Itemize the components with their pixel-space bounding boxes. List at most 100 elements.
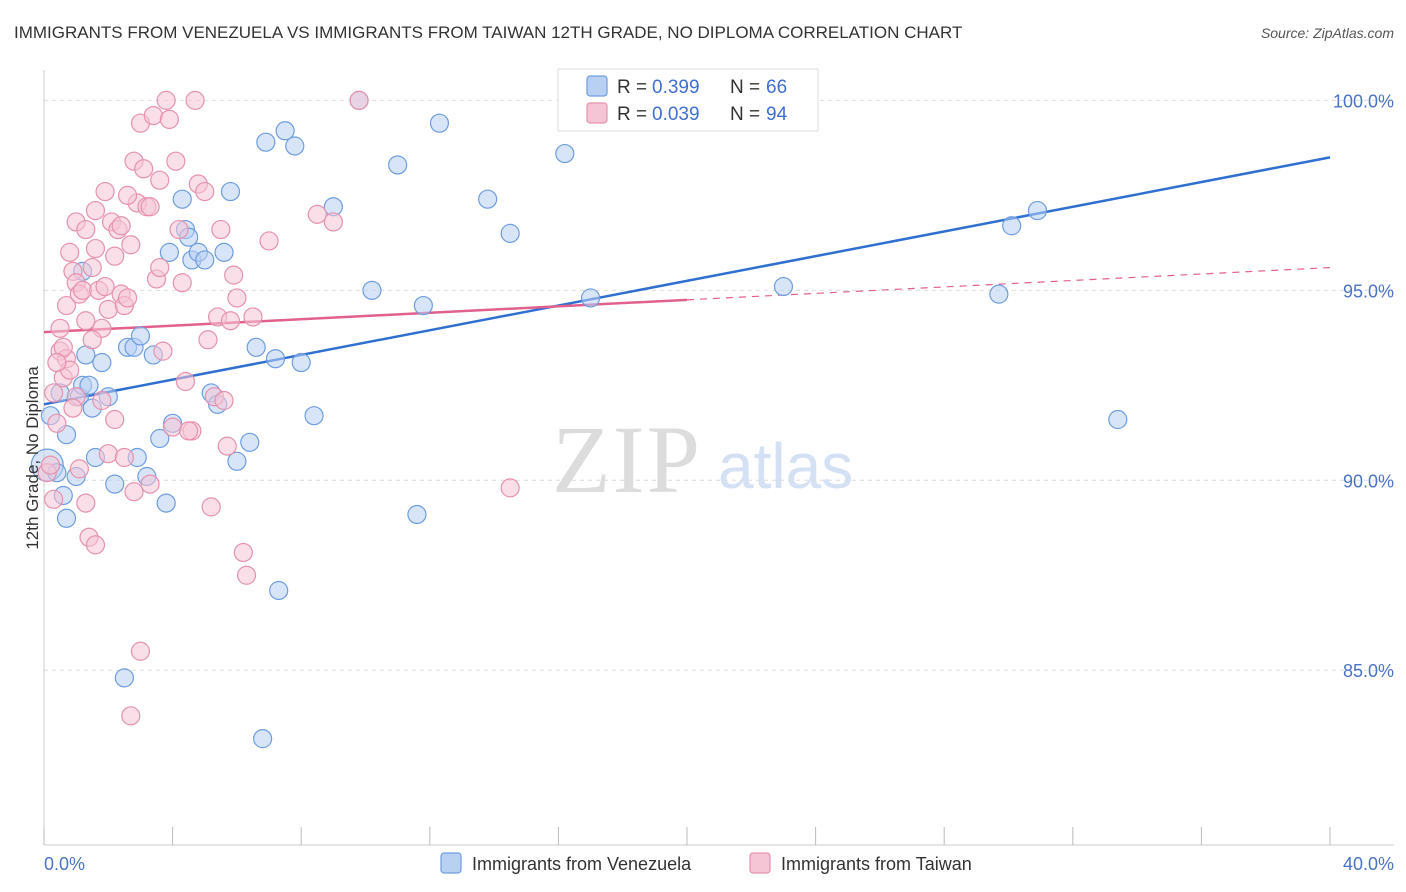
data-point — [500, 223, 520, 243]
data-point — [256, 132, 276, 152]
data-point — [150, 428, 170, 449]
data-point — [323, 212, 343, 232]
data-point — [500, 478, 520, 498]
series-legend-label-taiwan: Immigrants from Taiwan — [781, 854, 972, 874]
y-tick-label: 95.0% — [1343, 281, 1394, 301]
data-point — [117, 288, 138, 308]
x-tick-label-min: 0.0% — [44, 854, 85, 874]
data-point — [121, 706, 141, 726]
data-point — [40, 455, 61, 475]
data-point — [143, 105, 163, 126]
data-point — [44, 489, 64, 509]
data-point — [195, 250, 215, 270]
data-point — [105, 246, 125, 266]
chart-title: IMMIGRANTS FROM VENEZUELA VS IMMIGRANTS … — [14, 23, 962, 42]
data-point — [56, 295, 77, 316]
data-point — [76, 493, 96, 513]
series-legend-swatch-venezuela — [440, 852, 462, 874]
data-point — [50, 318, 70, 338]
data-point — [275, 121, 295, 141]
data-point — [269, 580, 289, 601]
y-tick-label: 85.0% — [1343, 661, 1394, 681]
legend-r-value-taiwan: 0.039 — [652, 104, 700, 125]
data-point — [362, 280, 382, 300]
data-points — [30, 90, 1128, 749]
legend-n-value-taiwan: 94 — [766, 104, 788, 125]
data-point — [214, 242, 234, 262]
y-tick-labels: 100.0% 95.0% 90.0% 85.0% — [1333, 91, 1394, 681]
data-point — [429, 113, 450, 133]
data-point — [304, 406, 324, 426]
legend-r-value-venezuela: 0.399 — [652, 77, 700, 98]
data-point — [1027, 200, 1048, 221]
data-point — [246, 337, 266, 357]
data-point — [989, 284, 1009, 304]
trendlines — [43, 156, 1331, 406]
data-point — [47, 413, 67, 433]
chart-source: Source: ZipAtlas.com — [1261, 25, 1394, 41]
data-point — [478, 189, 498, 209]
legend-n-label-taiwan: N = — [730, 104, 760, 125]
data-point — [76, 219, 96, 240]
data-point — [156, 493, 176, 513]
data-point — [285, 136, 305, 156]
data-point — [60, 242, 80, 262]
data-point — [98, 444, 118, 464]
series-legend-label-venezuela: Immigrants from Venezuela — [472, 854, 692, 874]
y-tick-label: 100.0% — [1333, 91, 1394, 111]
data-point — [211, 219, 231, 240]
trendline-venezuela — [43, 156, 1331, 406]
watermark-atlas: atlas — [718, 430, 853, 502]
data-point — [140, 197, 160, 217]
data-point — [217, 436, 237, 456]
data-point — [117, 185, 138, 205]
data-point — [198, 330, 218, 350]
data-point — [179, 421, 199, 441]
legend-r-label-taiwan: R = — [617, 104, 647, 125]
data-point — [227, 451, 247, 471]
data-point — [236, 565, 257, 585]
data-point — [185, 90, 205, 110]
data-point — [105, 474, 125, 494]
data-point — [214, 390, 234, 411]
data-point — [407, 504, 427, 525]
data-point — [44, 383, 64, 403]
data-point — [114, 447, 134, 468]
data-point — [224, 265, 244, 285]
data-point — [121, 235, 141, 255]
data-point — [92, 352, 112, 373]
series-legend-swatch-taiwan — [749, 852, 771, 874]
data-point — [124, 482, 144, 502]
data-point — [580, 288, 601, 308]
data-point — [72, 280, 93, 300]
data-point — [233, 542, 253, 563]
data-point — [156, 90, 176, 110]
data-point — [220, 311, 241, 331]
legend-r-label-venezuela: R = — [617, 77, 647, 98]
data-point — [166, 151, 186, 171]
data-point — [169, 219, 189, 240]
legend-box: R = 0.399 N = 66 R = 0.039 N = 94 — [557, 68, 819, 132]
data-point — [172, 189, 192, 209]
data-point — [1002, 216, 1022, 236]
data-point — [159, 242, 179, 262]
data-point — [98, 299, 118, 319]
data-point — [227, 288, 247, 308]
data-point — [150, 170, 170, 190]
legend-swatch-taiwan — [586, 102, 608, 124]
data-point — [243, 307, 263, 327]
data-point — [253, 729, 273, 749]
data-point — [159, 109, 179, 129]
data-point — [114, 668, 134, 688]
x-tick-label-max: 40.0% — [1343, 854, 1394, 874]
data-point — [773, 276, 794, 297]
data-point — [413, 295, 433, 316]
data-point — [140, 474, 160, 494]
trendline-taiwan — [43, 298, 688, 334]
y-axis-title: 12th Grade, No Diploma — [23, 366, 42, 550]
data-point — [555, 143, 575, 164]
data-point — [95, 181, 115, 202]
data-point — [201, 497, 221, 517]
legend-n-value-venezuela: 66 — [766, 77, 787, 98]
